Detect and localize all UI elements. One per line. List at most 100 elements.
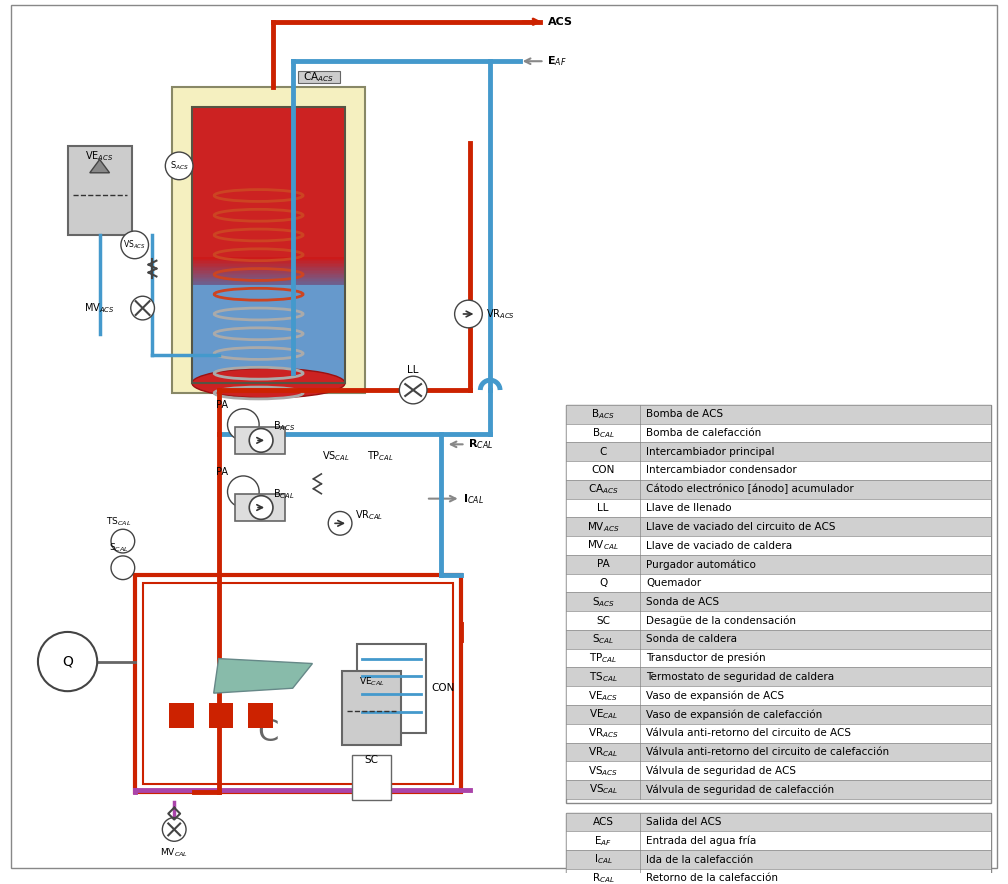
Bar [192, 262, 345, 263]
Text: Salida del ACS: Salida del ACS [646, 817, 722, 827]
Text: Cátodo electrónico [ánodo] acumulador: Cátodo electrónico [ánodo] acumulador [646, 484, 854, 494]
Text: Válvula anti-retorno del circuito de calefacción: Válvula anti-retorno del circuito de cal… [646, 747, 889, 757]
Bar [192, 265, 345, 267]
Bar [192, 281, 345, 282]
Bar [236, 493, 285, 522]
Text: Vaso de expansión de ACS: Vaso de expansión de ACS [646, 690, 784, 701]
Bar [248, 703, 273, 728]
Bar [68, 146, 132, 235]
Bar [566, 555, 991, 574]
Bar [566, 630, 991, 649]
Text: TS$_{CAL}$: TS$_{CAL}$ [589, 670, 618, 683]
Text: VR$_{ACS}$: VR$_{ACS}$ [588, 727, 619, 740]
Bar [192, 270, 345, 271]
Bar [566, 592, 991, 611]
Text: LL: LL [598, 503, 609, 513]
Text: CON: CON [592, 466, 615, 476]
Ellipse shape [192, 369, 345, 398]
Bar [192, 278, 345, 279]
Bar [566, 611, 991, 630]
Bar [135, 575, 461, 792]
Text: VE$_{ACS}$: VE$_{ACS}$ [588, 689, 618, 703]
Text: Sonda de ACS: Sonda de ACS [646, 597, 720, 606]
Bar [566, 423, 991, 442]
Text: Intercambiador condensador: Intercambiador condensador [646, 466, 797, 476]
Bar [566, 780, 991, 799]
Bar [566, 761, 991, 780]
Bar [192, 279, 345, 281]
Text: VE$_{CAL}$: VE$_{CAL}$ [359, 675, 385, 688]
Bar [566, 480, 991, 499]
Bar [566, 405, 991, 423]
Bar [566, 574, 991, 592]
Text: VR$_{CAL}$: VR$_{CAL}$ [355, 508, 383, 522]
Text: B$_{ACS}$: B$_{ACS}$ [592, 408, 615, 421]
Text: R$_{CAL}$: R$_{CAL}$ [592, 872, 615, 884]
Bar [566, 537, 991, 555]
Bar [566, 743, 991, 761]
Text: SC: SC [365, 755, 379, 766]
Text: S$_{ACS}$: S$_{ACS}$ [592, 595, 615, 609]
Text: VR$_{ACS}$: VR$_{ACS}$ [486, 307, 515, 321]
Text: MV$_{CAL}$: MV$_{CAL}$ [160, 847, 188, 859]
Bar [192, 107, 345, 383]
Bar [142, 583, 453, 784]
Text: S$_{CAL}$: S$_{CAL}$ [109, 542, 129, 554]
Text: B$_{CAL}$: B$_{CAL}$ [273, 487, 294, 500]
Circle shape [131, 296, 154, 320]
Bar [566, 705, 991, 724]
Text: I$_{CAL}$: I$_{CAL}$ [594, 853, 613, 866]
Circle shape [228, 408, 259, 440]
Bar [192, 260, 345, 262]
Bar [352, 755, 391, 800]
Text: Llave de llenado: Llave de llenado [646, 503, 732, 513]
Text: Termostato de seguridad de caldera: Termostato de seguridad de caldera [646, 672, 835, 682]
Text: MV$_{CAL}$: MV$_{CAL}$ [588, 538, 619, 552]
Text: VS$_{ACS}$: VS$_{ACS}$ [588, 764, 618, 778]
Text: Válvula anti-retorno del circuito de ACS: Válvula anti-retorno del circuito de ACS [646, 728, 851, 738]
Bar [566, 869, 991, 884]
Circle shape [38, 632, 97, 691]
Text: TP$_{CAL}$: TP$_{CAL}$ [589, 652, 618, 665]
Bar [357, 644, 426, 733]
Text: PA: PA [597, 560, 610, 569]
Bar [192, 264, 345, 265]
Polygon shape [90, 159, 110, 172]
Text: SC: SC [597, 615, 610, 626]
Bar [566, 812, 991, 831]
Text: Purgador automático: Purgador automático [646, 559, 756, 569]
Text: TS$_{CAL}$: TS$_{CAL}$ [106, 515, 131, 528]
Text: B$_{ACS}$: B$_{ACS}$ [273, 420, 295, 433]
Bar [192, 271, 345, 272]
Text: VE$_{CAL}$: VE$_{CAL}$ [589, 707, 618, 721]
Bar [192, 272, 345, 274]
Bar [192, 259, 345, 383]
Bar [566, 686, 991, 705]
Bar [192, 284, 345, 285]
Text: ACS: ACS [547, 17, 573, 27]
Text: I$_{CAL}$: I$_{CAL}$ [463, 492, 484, 506]
Text: PA: PA [216, 400, 228, 410]
Circle shape [121, 231, 148, 259]
Bar [192, 274, 345, 275]
Bar [566, 461, 991, 480]
Text: Quemador: Quemador [646, 578, 702, 588]
Circle shape [111, 556, 135, 580]
Circle shape [111, 530, 135, 553]
Bar [342, 672, 401, 745]
Text: VE$_{ACS}$: VE$_{ACS}$ [86, 149, 114, 163]
Text: Sonda de caldera: Sonda de caldera [646, 635, 737, 644]
Bar [192, 263, 345, 264]
Text: Válvula de seguridad de calefacción: Válvula de seguridad de calefacción [646, 784, 835, 795]
Text: R$_{CAL}$: R$_{CAL}$ [469, 438, 494, 451]
Circle shape [399, 377, 427, 404]
Circle shape [249, 496, 273, 520]
Text: CA$_{ACS}$: CA$_{ACS}$ [303, 70, 334, 84]
Bar [566, 442, 991, 461]
Text: Bomba de calefacción: Bomba de calefacción [646, 428, 761, 438]
Bar [192, 282, 345, 284]
Polygon shape [214, 659, 312, 693]
Bar [566, 499, 991, 517]
Bar [169, 703, 194, 728]
Text: Válvula de seguridad de ACS: Válvula de seguridad de ACS [646, 766, 796, 776]
